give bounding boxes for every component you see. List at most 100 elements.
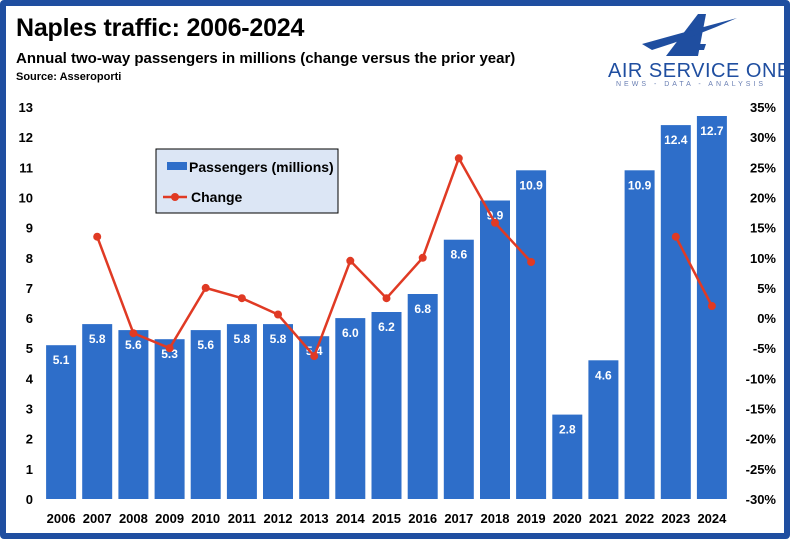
bar-label-2017: 8.6 bbox=[450, 248, 467, 262]
bar-2017 bbox=[443, 239, 474, 499]
change-point-2015 bbox=[382, 294, 391, 303]
change-line-segment bbox=[674, 236, 714, 307]
bar-2023 bbox=[660, 125, 691, 499]
x-tick-label: 2022 bbox=[625, 511, 654, 526]
left-tick-label: 8 bbox=[26, 251, 33, 266]
x-tick-label: 2014 bbox=[336, 511, 366, 526]
bar-label-2008: 5.6 bbox=[125, 338, 142, 352]
bar-label-2022: 10.9 bbox=[628, 178, 652, 192]
bar-label-2021: 4.6 bbox=[595, 368, 612, 382]
letter-a-aircraft-logo-icon bbox=[642, 14, 737, 56]
bar-label-2023: 12.4 bbox=[664, 133, 688, 147]
change-point-2010 bbox=[201, 283, 210, 292]
legend-line-marker bbox=[171, 193, 179, 201]
chart-title: Naples traffic: 2006-2024 bbox=[16, 14, 305, 42]
right-tick-label: 25% bbox=[750, 160, 776, 175]
bar-label-2011: 5.8 bbox=[234, 332, 251, 346]
left-tick-label: 1 bbox=[26, 462, 33, 477]
x-tick-label: 2007 bbox=[83, 511, 112, 526]
left-tick-label: 9 bbox=[26, 221, 33, 236]
right-tick-label: -5% bbox=[753, 341, 777, 356]
legend-box bbox=[155, 148, 339, 214]
left-tick-label: 5 bbox=[26, 341, 33, 356]
bar-label-2015: 6.2 bbox=[378, 320, 395, 334]
change-point-2017 bbox=[454, 154, 463, 163]
x-tick-label: 2023 bbox=[661, 511, 690, 526]
x-tick-label: 2008 bbox=[119, 511, 148, 526]
bar-2016 bbox=[407, 294, 438, 499]
bar-2006 bbox=[46, 345, 77, 499]
change-line-series bbox=[93, 154, 716, 361]
left-tick-label: 6 bbox=[26, 311, 33, 326]
bar-2019 bbox=[516, 170, 547, 500]
legend-label-change: Change bbox=[191, 189, 243, 205]
bar-label-2009: 5.3 bbox=[161, 347, 178, 361]
x-tick-label: 2020 bbox=[553, 511, 582, 526]
right-tick-label: -30% bbox=[746, 492, 777, 507]
x-tick-label: 2024 bbox=[697, 511, 727, 526]
change-point-2023 bbox=[671, 232, 680, 241]
change-point-2011 bbox=[237, 294, 246, 303]
change-point-2018 bbox=[491, 218, 499, 227]
bar-2008 bbox=[118, 330, 149, 499]
left-tick-label: 12 bbox=[19, 130, 33, 145]
x-tick-label: 2012 bbox=[264, 511, 293, 526]
combo-chart: 5.15.8 5.65.35.6 5.8 5.85.46.0 6.26.88.69.91… bbox=[19, 100, 777, 526]
right-tick-label: 30% bbox=[750, 130, 776, 145]
bar-2009 bbox=[154, 339, 185, 499]
change-point-2019 bbox=[527, 258, 536, 266]
bar-2007 bbox=[82, 324, 113, 499]
change-point-2014 bbox=[346, 256, 355, 265]
left-tick-label: 11 bbox=[19, 160, 33, 175]
right-tick-label: 10% bbox=[750, 251, 776, 266]
bar-2012 bbox=[263, 324, 293, 499]
change-point-2012 bbox=[274, 310, 282, 319]
change-point-2013 bbox=[310, 352, 319, 361]
right-tick-label: 35% bbox=[750, 100, 776, 115]
x-tick-label: 2015 bbox=[372, 511, 401, 526]
chart-subtitle: Annual two-way passengers in millions (c… bbox=[16, 50, 516, 67]
change-point-2016 bbox=[418, 253, 427, 262]
bar-label-2010: 5.6 bbox=[197, 338, 214, 352]
right-tick-label: 15% bbox=[750, 221, 776, 236]
x-tick-label: 2016 bbox=[408, 511, 437, 526]
right-tick-label: -10% bbox=[746, 371, 777, 386]
x-tick-label: 2018 bbox=[481, 511, 510, 526]
right-axis-ticks: -30% -25% -20% -15% -10% -5% 0% 5% 10% 15% 20% 25% 3… bbox=[746, 100, 777, 507]
bar-2018 bbox=[480, 200, 510, 499]
right-tick-label: 20% bbox=[750, 191, 776, 206]
x-tick-label: 2017 bbox=[444, 511, 473, 526]
left-tick-label: 7 bbox=[26, 281, 33, 296]
left-tick-label: 13 bbox=[19, 100, 33, 115]
x-tick-label: 2021 bbox=[589, 511, 618, 526]
left-tick-label: 3 bbox=[26, 402, 33, 417]
bar-2011 bbox=[226, 324, 257, 499]
bar-label-2006: 5.1 bbox=[53, 353, 70, 367]
x-axis-ticks: 2006 2007 2008 2009 2010 2011 2012 2013 2014 2015… bbox=[47, 511, 727, 526]
brand-logo: AIR SERVICE ONE NEWS - DATA - ANALYSIS bbox=[602, 10, 790, 88]
x-tick-label: 2009 bbox=[155, 511, 184, 526]
change-point-2008 bbox=[129, 329, 138, 338]
bar-2020 bbox=[552, 414, 583, 499]
right-tick-label: -25% bbox=[746, 462, 777, 477]
bar-2013 bbox=[299, 336, 330, 499]
left-tick-label: 4 bbox=[26, 371, 34, 386]
logo-tagline: NEWS - DATA - ANALYSIS bbox=[616, 81, 767, 88]
change-point-2024 bbox=[707, 302, 716, 310]
bar-label-2018: 9.9 bbox=[487, 209, 504, 223]
legend-bar-swatch bbox=[167, 162, 187, 170]
x-tick-label: 2011 bbox=[228, 511, 256, 526]
bar-data-labels: 5.15.8 5.65.35.6 5.8 5.85.46.0 6.26.88.69.91… bbox=[53, 124, 724, 437]
x-tick-label: 2019 bbox=[517, 511, 546, 526]
right-tick-label: -20% bbox=[746, 432, 777, 447]
bar-label-2016: 6.8 bbox=[414, 302, 431, 316]
bar-label-2007: 5.8 bbox=[89, 332, 106, 346]
bar-label-2012: 5.8 bbox=[270, 332, 287, 346]
chart-source: Source: Asseroporti bbox=[16, 71, 122, 83]
logo-name: AIR SERVICE ONE bbox=[608, 60, 790, 82]
right-tick-label: -15% bbox=[746, 402, 777, 417]
bar-label-2014: 6.0 bbox=[342, 326, 359, 340]
bar-label-2024: 12.7 bbox=[700, 124, 724, 138]
